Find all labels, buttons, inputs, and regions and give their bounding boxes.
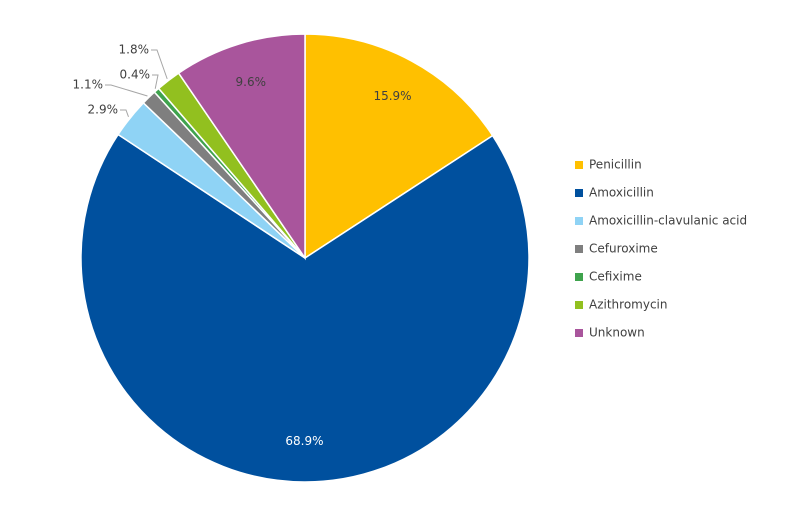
- legend-label: Unknown: [589, 326, 645, 340]
- data-label: 1.8%: [119, 43, 150, 57]
- legend-marker: [575, 301, 583, 309]
- data-label: 2.9%: [88, 103, 119, 117]
- data-label: 0.4%: [120, 68, 151, 82]
- legend-marker: [575, 161, 583, 169]
- leader-line: [105, 84, 148, 97]
- data-label: 1.1%: [73, 78, 104, 92]
- legend-label: Amoxicillin: [589, 186, 654, 200]
- legend-label: Azithromycin: [589, 298, 668, 312]
- legend-marker: [575, 189, 583, 197]
- pie-slice: [80, 133, 530, 483]
- legend-label: Cefuroxime: [589, 242, 658, 256]
- legend-label: Penicillin: [589, 158, 642, 172]
- leader-line: [151, 49, 168, 80]
- pie-slice: [177, 33, 306, 261]
- legend-label: Cefixime: [589, 270, 642, 284]
- legend-marker: [575, 329, 583, 337]
- data-label: 15.9%: [373, 89, 411, 103]
- leader-line: [120, 109, 129, 118]
- leader-line: [152, 74, 159, 89]
- legend-marker: [575, 217, 583, 225]
- legend-marker: [575, 245, 583, 253]
- legend-label: Amoxicillin-clavulanic acid: [589, 214, 747, 228]
- pie-slice: [304, 33, 494, 260]
- legend-marker: [575, 273, 583, 281]
- data-label: 68.9%: [285, 434, 323, 448]
- data-label: 9.6%: [236, 75, 267, 89]
